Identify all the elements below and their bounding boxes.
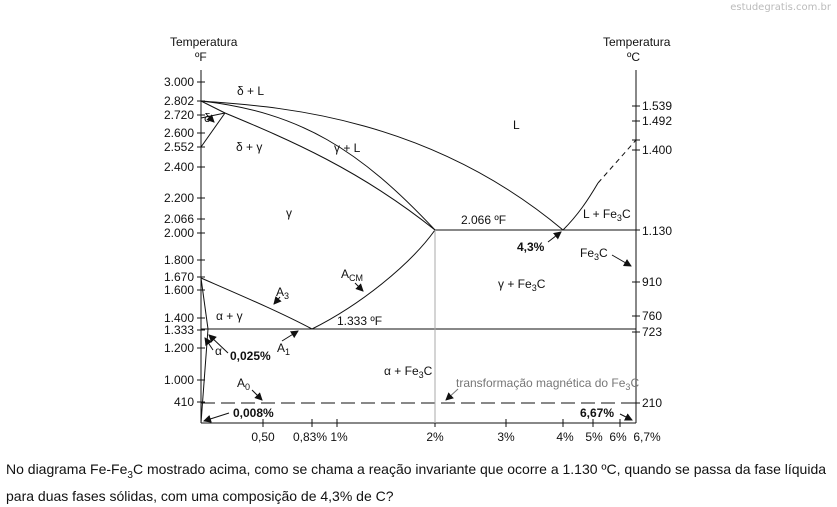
bottom-tick-label: 3% [497,430,515,444]
phase-liquid-cementite: L + Fe3C [583,207,631,223]
eutectic-temperature-label: 2.066 ºF [461,213,506,227]
cementite-liquidus-line [562,182,599,231]
bottom-tick-label: 1% [330,430,348,444]
phase-delta-gamma: δ + γ [236,140,262,154]
left-tick-label: 1.800 [164,253,194,267]
cementite-composition-label: 6,67% [580,406,614,420]
phase-alpha-cementite: α + Fe3C [384,364,433,380]
a1-label: A1 [277,341,290,357]
a3-line [200,277,313,330]
solidus-line [224,112,436,231]
arrow-a1 [281,330,299,342]
arrow-fe3c [611,254,632,267]
left-tick-label: 1.670 [164,270,194,284]
bottom-tick-label: 6,7% [633,430,661,444]
fe-fe3c-phase-diagram: Temperatura ºF Temperatura ºC 3.000 2.80… [164,35,672,444]
left-axis-unit: ºF [195,50,207,64]
phase-cementite: Fe3C [580,246,608,262]
arrow-magnetic [445,388,459,401]
right-tick-label: 210 [642,396,662,410]
bottom-tick-labels: 0,50 0,83% 1% 2% 3% 4% 5% 6% 6,7% [251,430,661,444]
right-tick-label: 1.130 [642,224,672,238]
cementite-liquidus-dashed-line [597,139,637,184]
right-axis-unit: ºC [627,50,640,64]
alpha-gamma-boundary-line [200,277,209,330]
phase-gamma-liquid: γ + L [334,141,361,155]
left-tick-label: 2.200 [164,191,194,205]
left-tick-label: 1.000 [164,373,194,387]
right-axis-title: Temperatura [603,35,671,49]
arrow-acm [354,282,364,292]
left-axis-title: Temperatura [170,35,238,49]
bottom-tick-marks [262,419,621,427]
liquidus-line [200,100,436,231]
phase-liquid: L [513,118,520,132]
arrow-a3 [273,296,282,305]
left-tick-label: 2.000 [164,226,194,240]
right-tick-label: 1.539 [642,99,672,113]
a3-label: A3 [276,285,289,301]
bottom-tick-label: 4% [556,430,574,444]
eutectoid-temperature-label: 1.333 ºF [337,314,382,328]
arrow-alpha-low [203,412,230,423]
arrow-fe3c-comp [619,413,633,421]
acm-line [311,229,436,330]
left-tick-label: 2.400 [164,160,194,174]
arrow-eutectic-comp [547,231,562,243]
right-tick-label: 723 [642,325,662,339]
question-text: No diagrama Fe-Fe3C mostrado acima, como… [6,461,827,504]
left-tick-label: 1.600 [164,283,194,297]
arrow-a0 [251,389,263,401]
bottom-tick-label: 0,50 [251,430,275,444]
left-tick-label: 1.333 [164,323,194,337]
left-tick-label: 2.600 [164,126,194,140]
right-tick-label: 910 [642,275,662,289]
eutectic-composition-label: 4,3% [517,240,545,254]
phase-delta-liquid: δ + L [237,84,264,98]
delta-liquidus-line [200,100,226,114]
right-tick-label: 760 [642,309,662,323]
left-tick-label: 1.200 [164,341,194,355]
left-tick-label: 2.552 [164,140,194,154]
left-tick-label: 3.000 [164,75,194,89]
left-tick-label: 1.400 [164,311,194,325]
acm-label: ACM [341,267,363,283]
alpha-low-solubility-label: 0,008% [233,406,274,420]
left-tick-label: 2.066 [164,212,194,226]
bottom-tick-label: 6% [609,430,627,444]
a0-label: A0 [237,376,250,392]
alpha-solubility-label: 0,025% [230,349,271,363]
bottom-tick-label: 2% [426,430,444,444]
right-tick-label: 1.492 [642,114,672,128]
phase-alpha-gamma: α + γ [216,309,243,323]
left-tick-label: 410 [174,395,194,409]
bottom-tick-label: 0,83% [293,430,327,444]
bottom-tick-label: 5% [585,430,603,444]
phase-alpha: α [215,344,222,358]
left-tick-label: 2.802 [164,94,194,108]
watermark: estudegratis.com.br [730,2,831,13]
left-tick-label: 2.720 [164,108,194,122]
arrow-alpha [204,337,214,351]
left-tick-labels: 3.000 2.802 2.720 2.600 2.552 2.400 2.20… [164,75,194,409]
delta-gamma-lower-line [200,112,226,148]
phase-gamma: γ [286,206,292,220]
right-tick-labels: 1.539 1.492 1.400 1.130 910 760 723 210 [642,99,672,410]
arrow-delta [206,114,215,123]
magnetic-transformation-label: transformação magnética do Fe3C [456,376,639,392]
upper-peritectic-line [200,100,564,231]
phase-delta: δ [204,111,211,125]
phase-gamma-cementite: γ + Fe3C [498,277,546,293]
alpha-solvus-line [200,328,209,424]
right-tick-label: 1.400 [642,143,672,157]
